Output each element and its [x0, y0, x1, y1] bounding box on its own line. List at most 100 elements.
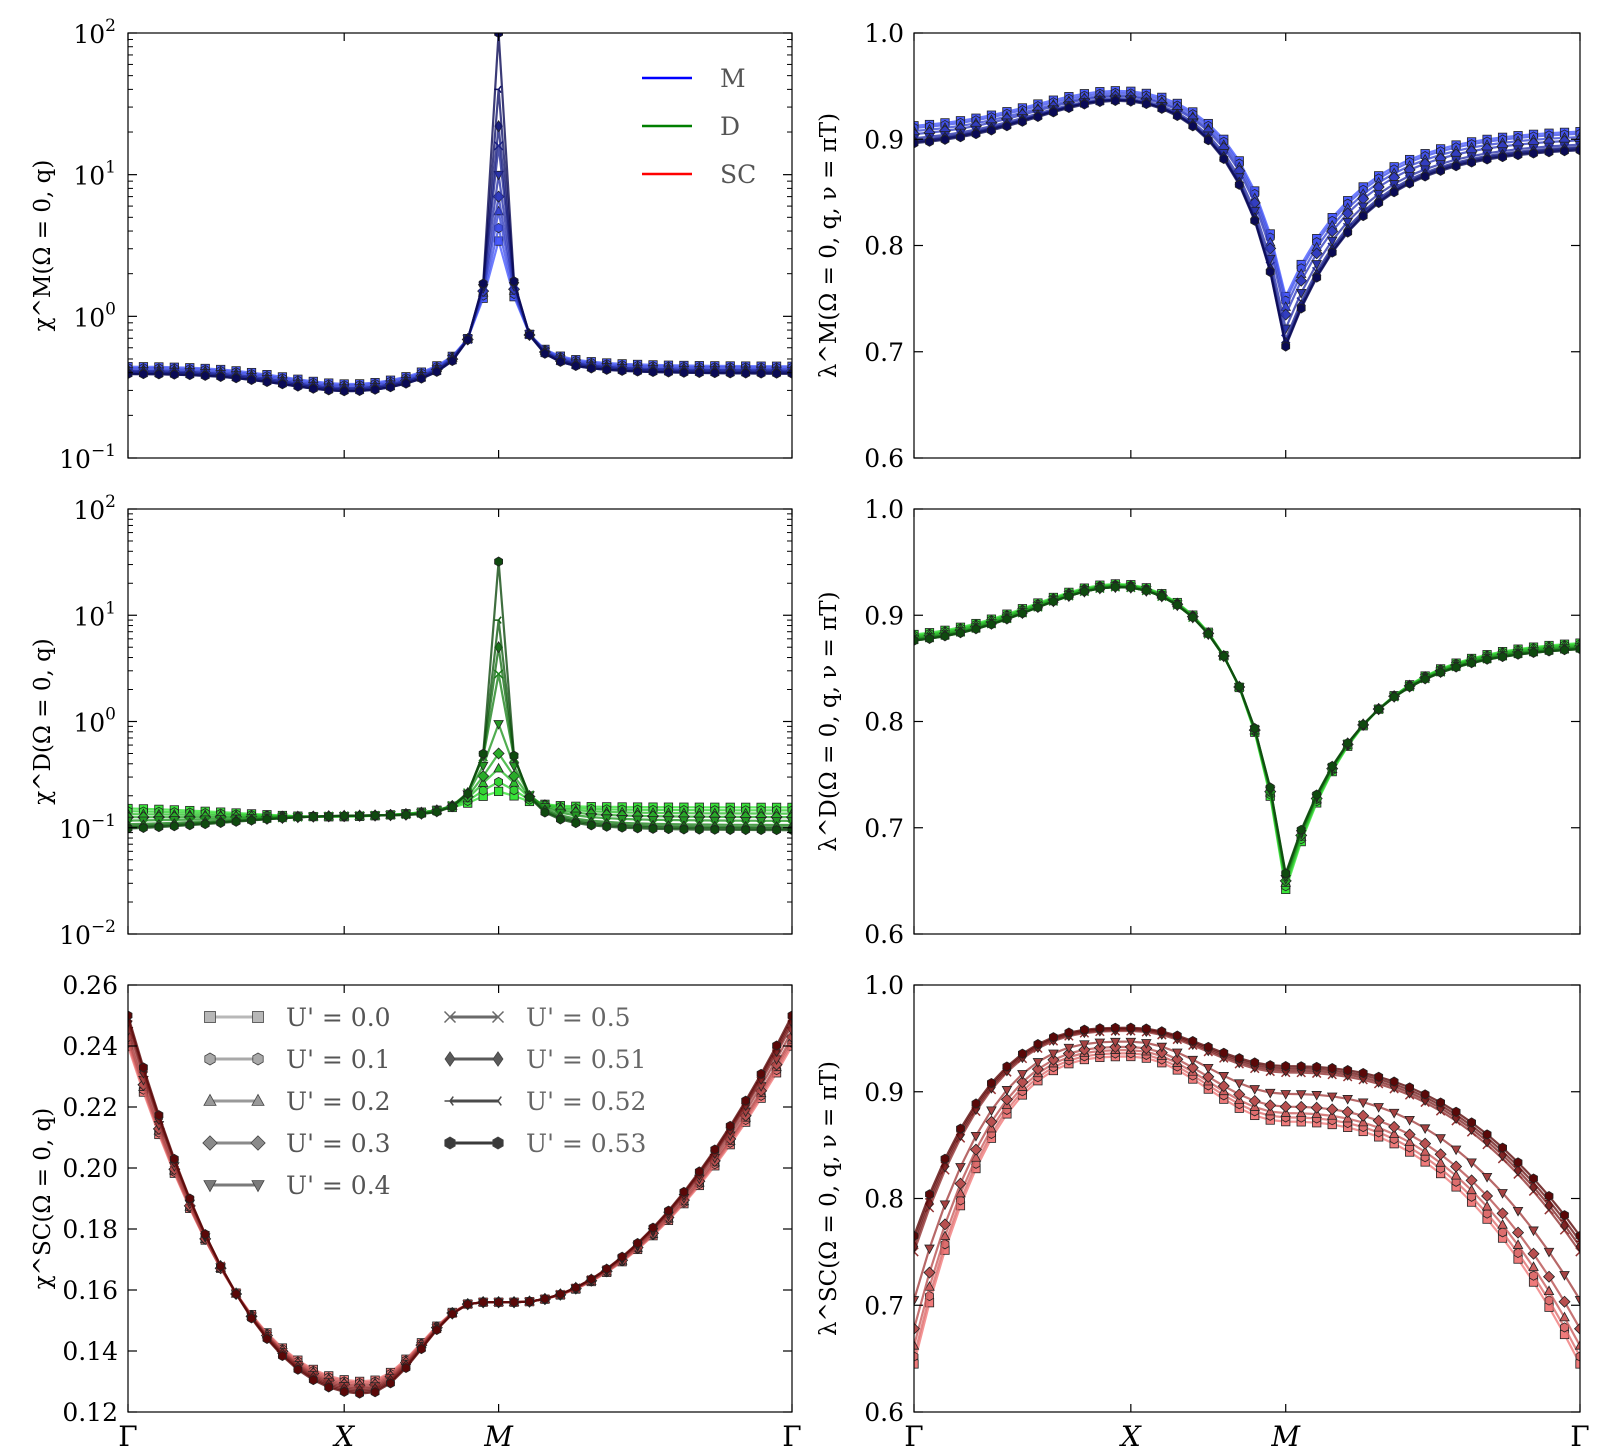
data-point	[447, 355, 457, 367]
y-tick-label: 0.7	[864, 1291, 904, 1320]
data-point	[633, 366, 642, 377]
legend-marker	[202, 1135, 218, 1151]
data-point	[1357, 202, 1369, 213]
data-point	[463, 334, 473, 345]
data-point	[924, 1280, 935, 1291]
series-line	[128, 1045, 792, 1383]
data-point	[1186, 1061, 1199, 1074]
data-point	[1203, 628, 1213, 640]
data-point	[1002, 121, 1012, 132]
y-tick-label: 0.8	[864, 708, 904, 737]
data-point	[1420, 1089, 1430, 1100]
data-point	[1482, 1129, 1492, 1140]
data-point	[416, 809, 426, 820]
data-point	[324, 1382, 334, 1393]
series-line	[128, 145, 792, 391]
x-tick-label: Γ	[118, 1420, 137, 1452]
data-point	[216, 1260, 226, 1272]
series-line	[128, 174, 792, 390]
data-point	[463, 1299, 473, 1310]
data-point	[725, 368, 735, 379]
data-point	[308, 811, 318, 822]
data-point	[1217, 1080, 1230, 1093]
data-point	[1435, 1157, 1446, 1167]
data-point	[1064, 591, 1074, 602]
data-point	[1559, 1271, 1570, 1281]
y-tick-label: 0.16	[62, 1276, 118, 1305]
data-point	[1141, 1039, 1152, 1049]
data-point	[1233, 1088, 1246, 1101]
data-point	[1265, 782, 1275, 793]
data-point	[1172, 600, 1182, 611]
data-point	[586, 363, 596, 374]
data-point	[1558, 1295, 1571, 1308]
legend-label: U' = 0.5	[526, 1003, 631, 1032]
data-point	[1419, 1137, 1432, 1150]
data-point	[939, 1230, 951, 1241]
panel-chiM: 10−1 100 101 102 χ^M(Ω = 0, q) MD SC	[30, 16, 793, 474]
data-point	[1203, 135, 1213, 146]
data-point	[1001, 1086, 1013, 1096]
data-point	[1388, 1108, 1400, 1119]
series-line	[914, 585, 1580, 878]
data-point	[556, 356, 565, 367]
data-point	[216, 817, 226, 828]
legend-marker	[204, 1052, 216, 1066]
data-point	[1575, 1239, 1580, 1243]
legend-marker	[203, 1093, 217, 1106]
data-point	[1265, 266, 1275, 277]
y-tick-label: 0.9	[864, 125, 904, 154]
data-point	[971, 1098, 981, 1109]
data-point	[1482, 154, 1492, 165]
data-point	[1095, 583, 1105, 594]
y-axis-label: χ^M(Ω = 0, q)	[30, 160, 56, 332]
y-tick-label: 0.9	[864, 1078, 904, 1107]
data-point	[432, 1324, 442, 1335]
data-point	[339, 1386, 349, 1397]
legend-marker	[251, 1180, 265, 1193]
data-point	[1171, 1053, 1184, 1066]
data-point	[185, 370, 195, 381]
data-point	[648, 1222, 658, 1233]
series-line	[914, 585, 1580, 881]
data-point	[386, 382, 395, 393]
data-point	[154, 369, 164, 380]
data-point	[1373, 1103, 1384, 1113]
series-group	[914, 86, 1580, 352]
data-point	[710, 368, 720, 379]
legend-marker	[492, 1051, 504, 1067]
data-point	[1250, 723, 1260, 734]
data-point	[277, 813, 287, 824]
data-point	[200, 819, 210, 830]
data-point	[416, 373, 426, 384]
data-point	[339, 386, 349, 397]
data-point	[787, 1010, 792, 1021]
data-point	[293, 812, 303, 823]
axis-frame	[127, 32, 793, 459]
data-point	[571, 1282, 581, 1293]
legend-label: SC	[720, 160, 756, 189]
data-point	[1436, 1097, 1445, 1108]
data-point	[1002, 1061, 1012, 1072]
data-point	[1512, 1239, 1524, 1249]
series-line	[914, 583, 1580, 887]
data-point	[1374, 197, 1384, 208]
data-point	[956, 1123, 965, 1134]
data-point	[493, 720, 504, 730]
data-point	[540, 1293, 550, 1304]
legend-marker	[203, 1180, 217, 1193]
data-point	[1202, 1070, 1215, 1083]
series-line	[914, 584, 1580, 880]
data-point	[1048, 1049, 1059, 1060]
data-point	[1172, 110, 1182, 122]
data-point	[1033, 602, 1043, 613]
data-point	[1404, 1136, 1415, 1147]
series-line	[914, 98, 1580, 350]
data-point	[138, 369, 148, 380]
data-point	[633, 1238, 642, 1249]
data-point	[1296, 824, 1306, 835]
data-point	[1079, 1040, 1090, 1050]
data-point	[1062, 1047, 1075, 1060]
data-point	[1326, 1092, 1338, 1103]
data-point	[1575, 145, 1580, 156]
